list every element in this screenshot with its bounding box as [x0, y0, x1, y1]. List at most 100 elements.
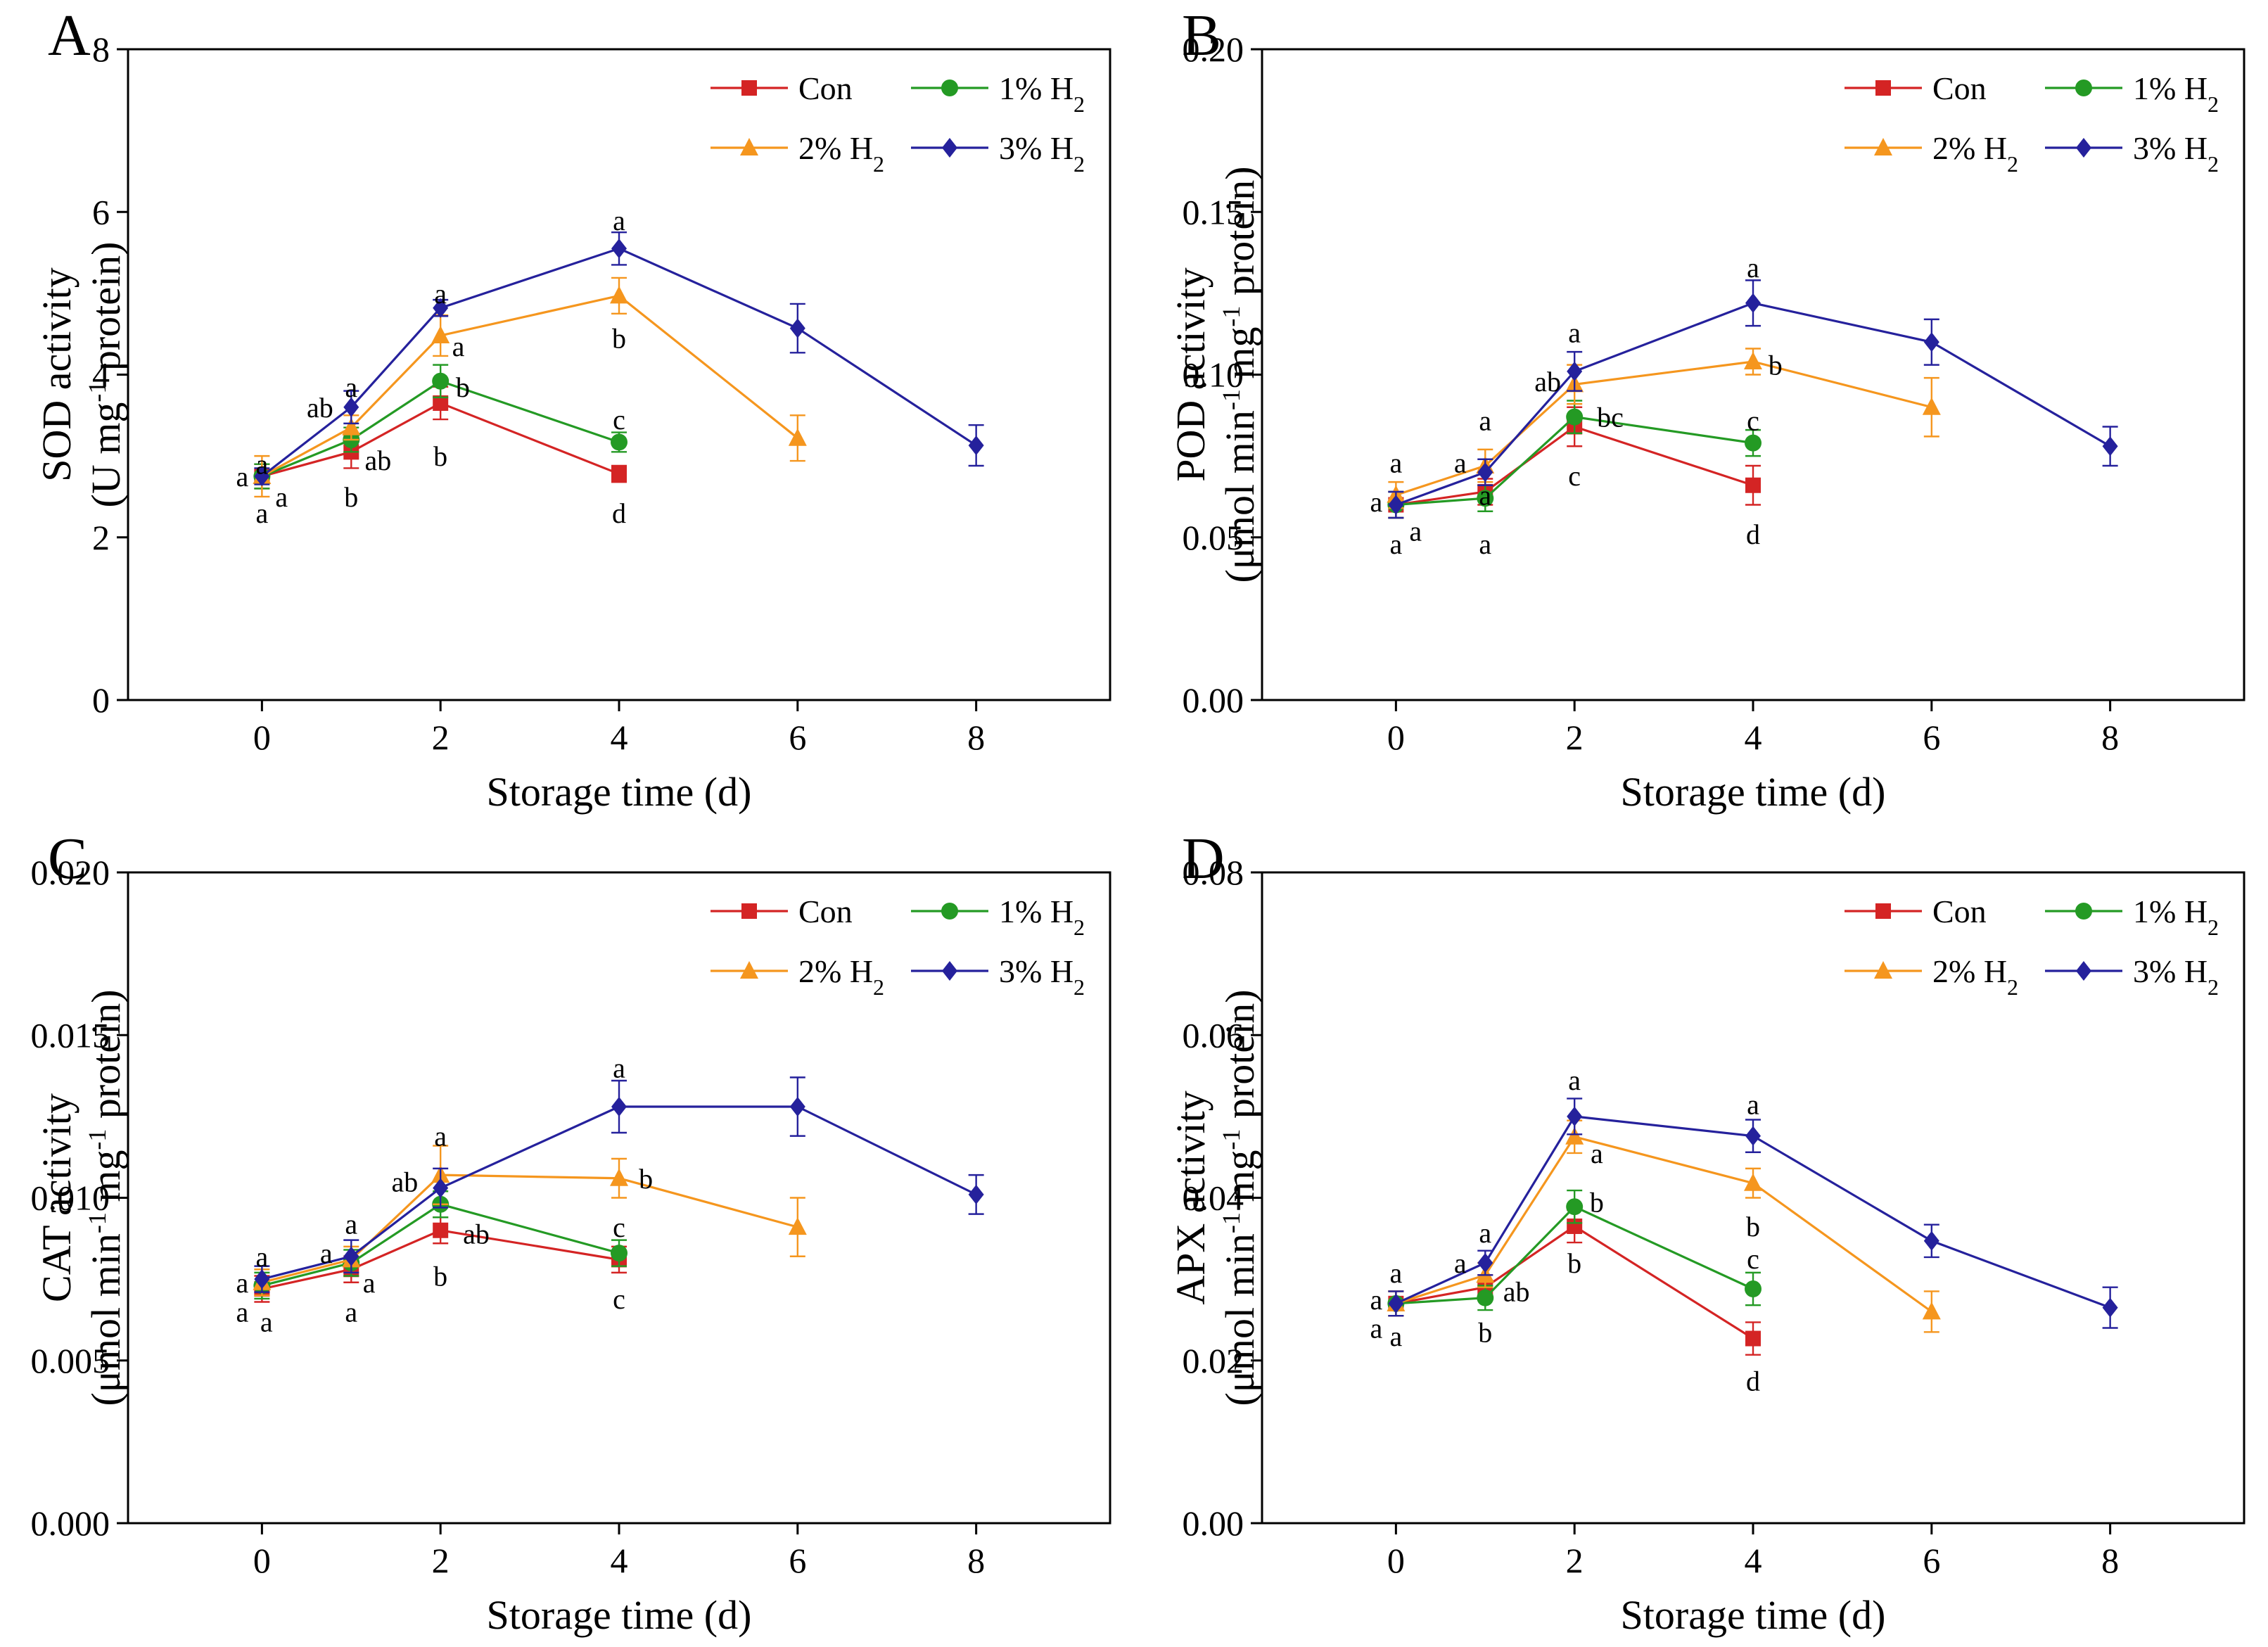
- legend-marker: [740, 138, 758, 155]
- data-point: [611, 1097, 627, 1117]
- panel-d: D 0 2 4 6 8 0.00 0.02 0.04 0.06 0.08 Storage time …: [1134, 823, 2268, 1646]
- x-tick-label: 2: [432, 718, 450, 757]
- x-tick-label: 0: [1387, 718, 1405, 757]
- significance-letter: a: [1389, 528, 1402, 560]
- significance-letter: a: [1389, 447, 1402, 478]
- x-tick-label: 2: [432, 1541, 450, 1580]
- y-tick-label: 0.20: [1183, 30, 1244, 69]
- significance-letter: a: [1479, 405, 1491, 436]
- legend-label: 1% H2: [999, 70, 1085, 117]
- series-line: [1395, 1115, 2111, 1309]
- significance-letter: a: [1568, 317, 1581, 348]
- legend-marker: [1874, 138, 1892, 155]
- data-point: [610, 286, 628, 304]
- legend-label: 3% H2: [999, 953, 1085, 1000]
- significance-letter: a: [434, 1121, 447, 1152]
- data-point: [431, 326, 450, 343]
- unit-superscript: -1: [83, 1129, 111, 1150]
- significance-letter: b: [433, 1261, 447, 1292]
- significance-letter: b: [1746, 1211, 1760, 1242]
- significance-letter: ab: [307, 392, 333, 424]
- legend-label: 1% H2: [2133, 894, 2219, 940]
- significance-letter: a: [275, 481, 288, 513]
- unit-text: mg: [1217, 1150, 1263, 1213]
- unit-text: (μmol min: [1217, 410, 1263, 583]
- data-point: [254, 466, 270, 487]
- series-line: [1396, 415, 1754, 507]
- significance-letter: a: [236, 1267, 249, 1299]
- data-point: [1744, 352, 1762, 369]
- legend-marker: [2075, 903, 2092, 920]
- y-axis-unit-label: (U mg-1 protein): [83, 242, 129, 508]
- unit-text: protein): [83, 242, 129, 381]
- data-point: [1477, 1253, 1493, 1273]
- data-point: [433, 395, 449, 411]
- legend-label: Con: [798, 70, 853, 106]
- significance-letter: a: [1370, 1284, 1383, 1316]
- series-line: [1396, 1205, 1754, 1305]
- significance-letter: a: [236, 1296, 249, 1328]
- legend-label: 2% H2: [1932, 953, 2018, 1000]
- data-point: [1567, 361, 1583, 381]
- significance-letter: b: [639, 1163, 653, 1195]
- unit-superscript: -1: [1217, 1212, 1245, 1233]
- significance-letter: a: [452, 331, 465, 362]
- significance-letter: a: [1747, 252, 1759, 284]
- significance-letter: b: [456, 371, 470, 403]
- legend-label: Con: [1932, 894, 1987, 929]
- legend-text: Con: [1932, 70, 1987, 106]
- y-tick-label: 0.05: [1183, 518, 1244, 557]
- y-tick-label: 0.020: [31, 853, 110, 892]
- legend-marker: [941, 903, 958, 920]
- x-tick-label: 8: [967, 1541, 985, 1580]
- significance-letter: a: [320, 1238, 333, 1269]
- data-point: [1744, 1173, 1762, 1191]
- legend-subscript: 2: [1074, 91, 1085, 117]
- data-point: [1567, 1106, 1583, 1126]
- legend-marker: [942, 138, 957, 158]
- significance-letter: a: [1479, 528, 1491, 560]
- significance-letter: a: [434, 278, 447, 310]
- significance-letter: b: [1769, 350, 1783, 381]
- series-h1: [1387, 400, 1761, 519]
- x-tick-label: 6: [1923, 718, 1940, 757]
- significance-letter: a: [613, 1053, 625, 1084]
- data-point: [1922, 397, 1941, 415]
- legend-subscript: 2: [2208, 151, 2219, 177]
- legend-label: 1% H2: [2133, 70, 2219, 117]
- y-tick-label: 8: [92, 30, 110, 69]
- y-axis-label: APX activity: [1168, 1090, 1213, 1304]
- significance-letter: ab: [1503, 1276, 1530, 1307]
- significance-letter: ab: [392, 1166, 419, 1197]
- legend-text: 2% H: [1932, 953, 2007, 989]
- significance-letter: b: [1567, 1247, 1581, 1279]
- y-axis-unit-label: (μmol min-1 mg-1 protein): [1217, 166, 1263, 583]
- data-point: [1923, 332, 1939, 352]
- legend-text: 1% H: [2133, 894, 2208, 929]
- data-point: [433, 1178, 449, 1198]
- legend-marker: [741, 80, 757, 96]
- data-point: [1565, 1126, 1584, 1145]
- chart-a: A 0 2 4 6 8 0 2 4 6 8 Storage time (d) SOD activity…: [34, 3, 1111, 815]
- significance-letter: c: [613, 404, 625, 435]
- x-axis-label: Storage time (d): [487, 1592, 752, 1638]
- significance-letter: ab: [463, 1218, 490, 1249]
- series-h3: [1388, 279, 2118, 519]
- panel-letter: C: [48, 826, 87, 891]
- unit-text: protein): [83, 989, 129, 1128]
- series-line: [261, 1105, 977, 1280]
- data-point: [968, 435, 984, 456]
- data-point: [343, 397, 359, 417]
- legend-label: Con: [798, 894, 853, 929]
- legend-subscript: 2: [873, 151, 884, 177]
- unit-text: (μmol min: [1217, 1233, 1263, 1406]
- significance-letter: c: [613, 1283, 625, 1315]
- significance-letter: d: [1746, 519, 1760, 550]
- data-point: [433, 1222, 449, 1238]
- chart-c: C 0 2 4 6 8 0.000 0.005 0.010 0.015 0.020 Storage …: [31, 826, 1111, 1638]
- significance-letter: c: [613, 1212, 625, 1243]
- legend-subscript: 2: [2007, 151, 2018, 177]
- legend-text: Con: [798, 894, 853, 929]
- panel-b: B 0 2 4 6 8 0.00 0.05 0.10 0.15 0.20 Storage time …: [1134, 0, 2268, 823]
- data-point: [343, 1246, 359, 1266]
